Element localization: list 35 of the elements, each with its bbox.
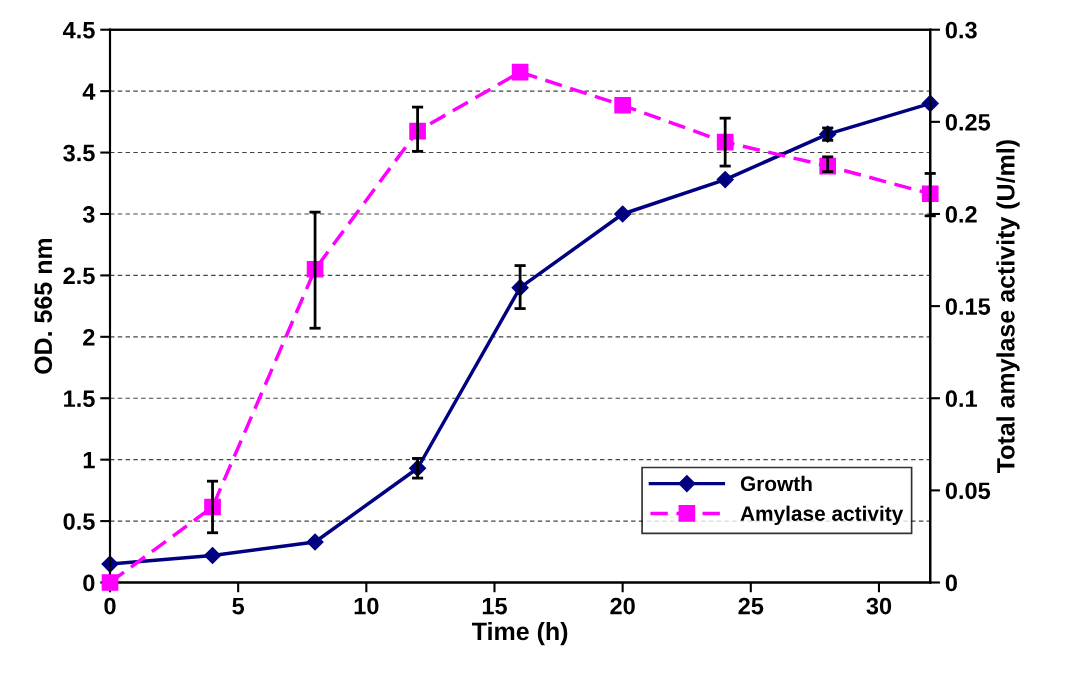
y2-tick-label: 0.25	[945, 113, 991, 131]
y2-tick-label: 0.15	[945, 298, 991, 315]
y2-tick-label: 0.1	[945, 390, 977, 408]
x-tick-label: 0	[104, 597, 116, 615]
y-tick-label: 0.5	[63, 513, 95, 530]
point	[614, 96, 631, 114]
point	[306, 533, 324, 551]
y-tick-label: 1	[83, 451, 95, 469]
y2-tick-label: 0.3	[945, 21, 977, 39]
y-tick-label: 3.5	[63, 144, 95, 162]
y-tick-label: 4.5	[62, 22, 95, 39]
point	[203, 546, 222, 565]
x-tick-label: 20	[610, 597, 635, 615]
y-tick-label: 3	[82, 206, 95, 223]
x-tick-label: 15	[482, 597, 507, 615]
y2-tick-label: 0.2	[945, 206, 977, 223]
legend-label: Amylase activity	[740, 505, 904, 526]
x-tick-label: 5	[232, 597, 245, 615]
y-tick-label: 1.5	[64, 390, 95, 408]
y2-tick-label: 0.05	[945, 482, 991, 500]
x-axis-title: Time (h)	[472, 621, 568, 646]
y2-tick-label: 0	[945, 574, 957, 592]
y-tick-label: 4	[82, 83, 96, 100]
point	[716, 171, 734, 189]
y-tick-label: 2.5	[63, 267, 95, 285]
y-tick-label: 0	[83, 574, 95, 592]
x-tick-label: 10	[354, 597, 379, 615]
point	[511, 63, 529, 81]
y-tick-label: 2	[83, 328, 95, 346]
x-tick-label: 30	[866, 597, 892, 615]
legend-label: Growth	[740, 475, 812, 492]
x-tick-label: 25	[738, 597, 764, 615]
y2-axis-title: Total amylase activity (U/ml)	[996, 140, 1020, 474]
point	[614, 205, 632, 223]
y-axis-title: OD. 565 nm	[34, 238, 53, 374]
